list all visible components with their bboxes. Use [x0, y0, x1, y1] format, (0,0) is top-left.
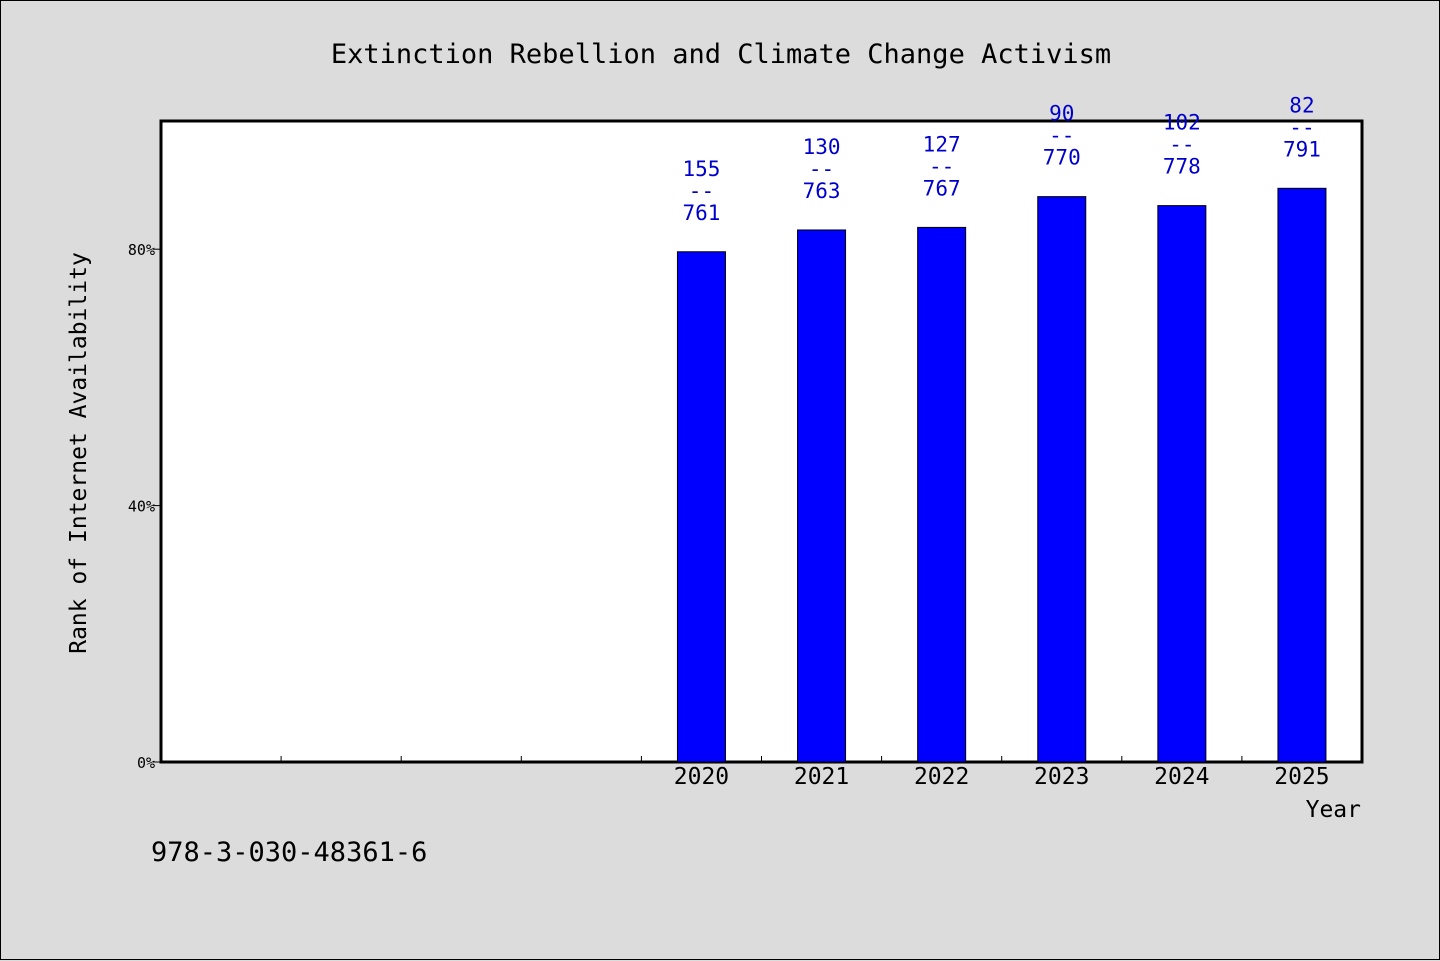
bar-data-label: 770 — [1043, 146, 1081, 170]
x-tick-label: 2024 — [1154, 764, 1209, 790]
x-tick-label: 2022 — [914, 764, 969, 790]
bar-data-label: 763 — [803, 179, 841, 203]
bar-labels: 155--761130--763127--76790--770102--7788… — [682, 93, 1320, 224]
y-tick-label: 0% — [137, 754, 155, 772]
bar — [1157, 205, 1207, 763]
y-tick-label: 80% — [128, 241, 155, 259]
chart-title: Extinction Rebellion and Climate Change … — [331, 39, 1111, 70]
bar-data-label: 90 — [1049, 102, 1074, 126]
x-axis-label: Year — [1306, 797, 1361, 823]
bar-data-label: 155 — [682, 157, 720, 181]
bar-data-label: -- — [929, 154, 954, 178]
bar-data-label: 761 — [682, 201, 720, 225]
bar-data-label: 130 — [803, 135, 841, 159]
bar-data-label: -- — [809, 157, 834, 181]
x-tick-label: 2020 — [674, 764, 729, 790]
bar-data-label: 778 — [1163, 155, 1201, 179]
x-tick-label: 2023 — [1034, 764, 1089, 790]
bar-data-label: 127 — [923, 132, 961, 156]
bar — [676, 251, 726, 763]
bar-data-label: -- — [689, 179, 714, 203]
bar-data-label: -- — [1169, 133, 1194, 157]
bar — [1037, 196, 1087, 763]
y-axis-ticks: 0% 40% 80% — [128, 241, 161, 772]
bar-data-label: 102 — [1163, 111, 1201, 135]
bar-data-label: -- — [1049, 124, 1074, 148]
bar-data-label: 82 — [1289, 93, 1314, 117]
y-axis-label: Rank of Internet Availability — [66, 252, 92, 654]
bar — [797, 229, 847, 763]
bar — [1277, 187, 1327, 763]
x-tick-label: 2021 — [794, 764, 849, 790]
isbn-footer: 978-3-030-48361-6 — [151, 837, 428, 868]
y-tick-label: 40% — [128, 498, 155, 516]
bars — [676, 187, 1327, 763]
bar-data-label: 791 — [1283, 137, 1321, 161]
bar — [917, 226, 967, 763]
x-tick-label: 2025 — [1274, 764, 1329, 790]
bar-data-label: -- — [1289, 115, 1314, 139]
bar-data-label: 767 — [923, 176, 961, 200]
x-axis-ticks: 2020 2021 2022 2023 2024 2025 — [280, 756, 1330, 790]
